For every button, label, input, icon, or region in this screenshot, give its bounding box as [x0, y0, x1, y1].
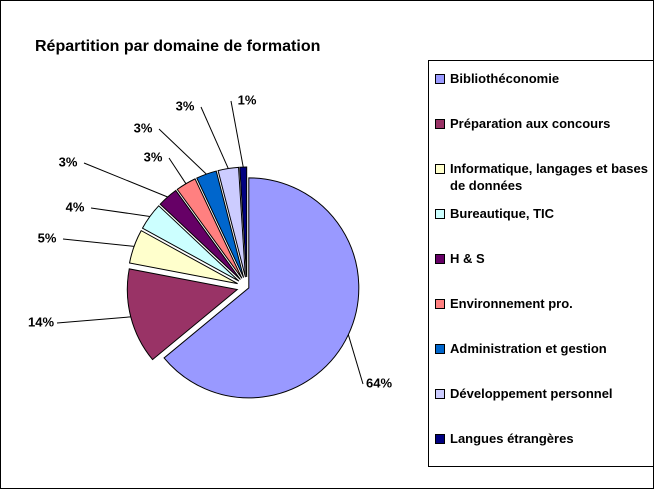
- legend-label: Développement personnel: [450, 386, 613, 401]
- leader-line: [347, 334, 364, 385]
- data-label: 14%: [28, 314, 54, 329]
- legend-label: Préparation aux concours: [450, 116, 611, 131]
- pie-slice: [196, 170, 245, 278]
- data-label: 3%: [144, 149, 163, 164]
- data-label: 3%: [134, 120, 153, 135]
- chart-title: Répartition par domaine de formation: [35, 38, 321, 55]
- leader-line: [230, 100, 244, 168]
- legend-label: Informatique, langages et bases de donné…: [450, 161, 648, 193]
- leader-line: [168, 157, 187, 184]
- data-label: 64%: [366, 375, 392, 390]
- pie-slice: [239, 166, 248, 278]
- data-label: 3%: [176, 98, 195, 113]
- leader-line: [200, 106, 229, 169]
- legend-swatch: [435, 164, 445, 174]
- legend-swatch: [435, 389, 445, 399]
- legend-label: H & S: [450, 251, 485, 266]
- legend-swatch: [435, 74, 445, 84]
- data-label: 5%: [38, 230, 57, 245]
- data-label: 3%: [59, 154, 78, 169]
- pie-slice: [128, 229, 238, 285]
- legend-swatch: [435, 254, 445, 264]
- leader-line: [90, 207, 150, 217]
- leader-line: [62, 238, 135, 247]
- leader-line: [83, 162, 168, 198]
- pie-slice: [163, 177, 360, 399]
- leader-line: [158, 128, 207, 175]
- data-label: 4%: [66, 199, 85, 214]
- legend-label: Bureautique, TIC: [450, 206, 555, 221]
- legend-swatch: [435, 299, 445, 309]
- pie-slice: [126, 268, 239, 361]
- legend-label: Environnement pro.: [450, 296, 573, 311]
- legend: Bibliothéconomie Préparation aux concours…: [428, 60, 653, 467]
- legend-swatch: [435, 119, 445, 129]
- pie-slice: [217, 166, 246, 278]
- data-label: 1%: [238, 92, 257, 107]
- legend-swatch: [435, 434, 445, 444]
- pie-slice: [176, 178, 243, 279]
- legend-label: Bibliothéconomie: [450, 71, 560, 86]
- legend-swatch: [435, 344, 445, 354]
- leader-line: [56, 316, 131, 324]
- legend-label: Administration et gestion: [450, 341, 607, 356]
- legend-label: Langues étrangères: [450, 431, 574, 446]
- legend-swatch: [435, 209, 445, 219]
